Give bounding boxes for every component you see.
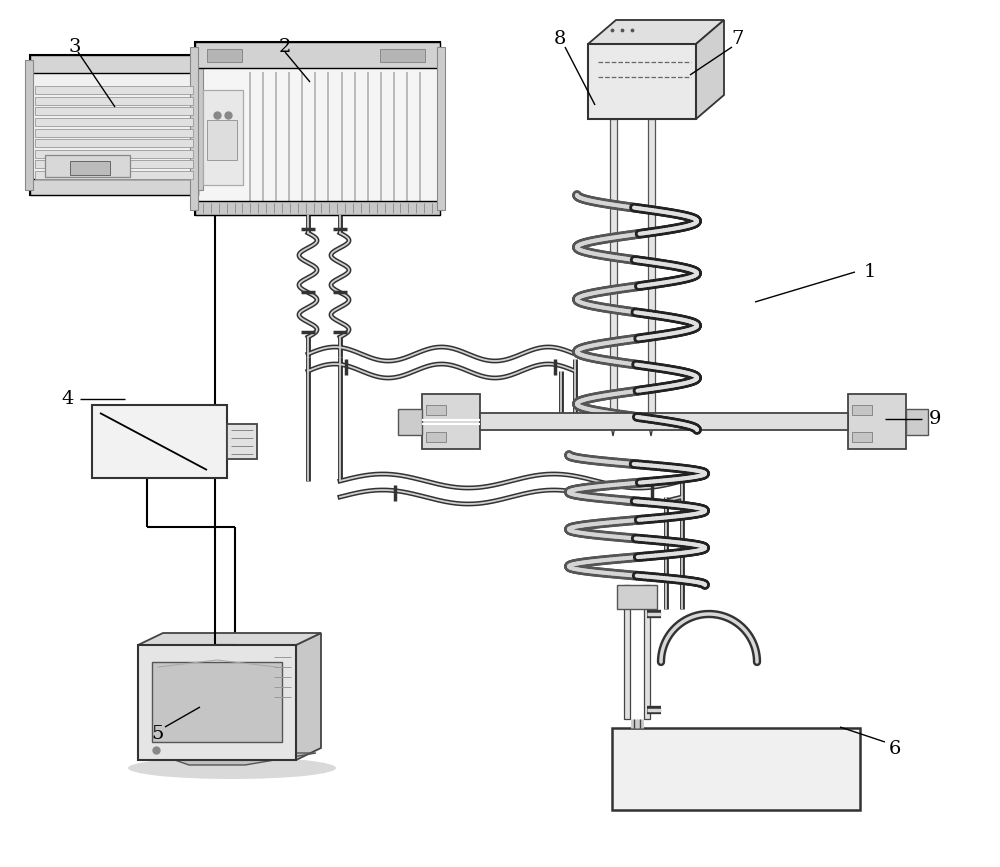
Polygon shape xyxy=(138,633,321,645)
Bar xyxy=(617,585,657,609)
Text: 8: 8 xyxy=(554,30,566,48)
Bar xyxy=(195,60,203,190)
Bar xyxy=(35,150,193,158)
Bar xyxy=(203,90,243,185)
Text: 2: 2 xyxy=(279,38,291,56)
Bar xyxy=(190,47,198,210)
Bar xyxy=(207,49,242,62)
Bar xyxy=(70,161,110,175)
Bar xyxy=(35,96,193,105)
Bar xyxy=(624,585,630,719)
Bar xyxy=(152,662,282,742)
Text: 4: 4 xyxy=(62,390,74,408)
Bar xyxy=(45,155,130,177)
Text: 6: 6 xyxy=(889,740,901,758)
Bar xyxy=(35,128,193,136)
Bar xyxy=(35,86,193,94)
Bar xyxy=(852,405,872,415)
Ellipse shape xyxy=(128,757,336,779)
Bar xyxy=(644,585,650,719)
Bar xyxy=(426,432,446,442)
Polygon shape xyxy=(648,422,654,436)
Polygon shape xyxy=(155,753,316,765)
Bar xyxy=(398,409,422,435)
Bar xyxy=(906,409,928,435)
Bar xyxy=(92,405,227,478)
Bar xyxy=(380,49,425,62)
Bar xyxy=(207,120,237,160)
Bar xyxy=(138,645,296,760)
Text: 5: 5 xyxy=(152,725,164,743)
Bar xyxy=(195,42,440,215)
Bar xyxy=(852,432,872,442)
Text: 9: 9 xyxy=(929,410,941,428)
Bar xyxy=(612,728,860,810)
Bar xyxy=(227,424,257,459)
Bar xyxy=(422,394,480,449)
Text: 3: 3 xyxy=(69,38,81,56)
Bar xyxy=(588,44,696,119)
Polygon shape xyxy=(588,20,724,44)
Polygon shape xyxy=(610,422,616,436)
Bar xyxy=(437,47,445,210)
Bar xyxy=(35,171,193,179)
Bar xyxy=(30,179,198,195)
Bar xyxy=(30,55,198,73)
Bar xyxy=(35,118,193,126)
Polygon shape xyxy=(696,20,724,119)
Bar xyxy=(848,394,906,449)
Bar xyxy=(35,160,193,168)
Polygon shape xyxy=(296,633,321,760)
Text: 7: 7 xyxy=(732,30,744,48)
Bar xyxy=(610,119,617,422)
Bar xyxy=(195,201,440,215)
Text: 1: 1 xyxy=(864,263,876,281)
Bar xyxy=(25,60,33,190)
Bar xyxy=(480,413,848,430)
Bar xyxy=(426,405,446,415)
Bar xyxy=(195,42,440,68)
Bar xyxy=(30,55,198,195)
Bar xyxy=(35,139,193,147)
Bar xyxy=(648,119,655,422)
Bar xyxy=(35,108,193,115)
